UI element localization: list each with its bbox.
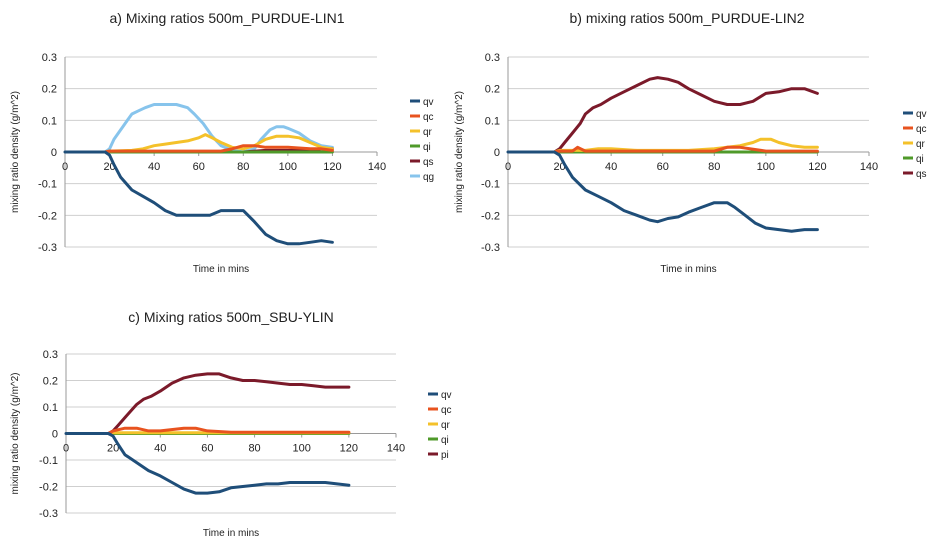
x-tick-label: 140: [368, 161, 386, 173]
y-tick-label: -0.3: [38, 242, 57, 254]
series-line-qc: [103, 144, 334, 154]
legend-label-qi: qi: [441, 435, 449, 446]
y-tick-label: 0.2: [42, 84, 57, 96]
legend-label-qi: qi: [423, 142, 431, 153]
chart-legend: qv qc qr qi qs: [903, 109, 927, 180]
chart-legend: qv qc qr qi qs qg: [410, 97, 434, 183]
y-tick-label: -0.2: [38, 210, 57, 222]
legend-label-qc: qc: [423, 112, 434, 123]
x-tick-label: 100: [279, 161, 297, 173]
y-tick-label: 0.1: [43, 402, 58, 414]
legend-label-qv: qv: [916, 109, 927, 120]
y-tick-label: -0.3: [481, 242, 500, 254]
x-tick-label: 0: [505, 161, 511, 173]
x-axis-label: Time in mins: [193, 264, 249, 275]
y-tick-label: 0: [52, 429, 58, 441]
series-line-qv: [63, 150, 334, 246]
legend-label-qg: qg: [423, 172, 434, 183]
x-tick-label: 60: [193, 161, 205, 173]
x-tick-label: 100: [293, 443, 311, 455]
y-tick-label: 0: [51, 147, 57, 159]
legend-label-qv: qv: [441, 390, 452, 401]
x-axis-label: Time in mins: [660, 264, 716, 275]
y-axis-label: mixing ratio density (g/m^2): [454, 91, 465, 213]
y-tick-label: -0.3: [39, 508, 58, 520]
chart-panel-2: b) mixing ratios 500m_PURDUE-LIN2 -0.3 -0.…: [454, 10, 927, 275]
x-tick-label: 40: [605, 161, 617, 173]
legend-label-qr: qr: [441, 420, 451, 431]
legend-label-qr: qr: [916, 139, 926, 150]
chart-panel-1: a) Mixing ratios 500m_PURDUE-LIN1 -0.3 -0.…: [10, 10, 434, 275]
x-axis-label: Time in mins: [203, 528, 259, 539]
x-tick-label: 20: [107, 443, 119, 455]
chart-panel-3: c) Mixing ratios 500m_SBU-YLIN -0.3 -0.2 -0…: [10, 309, 452, 539]
y-tick-label: 0.3: [42, 52, 57, 64]
x-tick-label: 40: [148, 161, 160, 173]
x-tick-label: 80: [237, 161, 249, 173]
y-tick-label: 0.1: [42, 115, 57, 127]
legend-label-pi: pi: [441, 450, 449, 461]
x-tick-label: 60: [657, 161, 669, 173]
y-tick-label: 0.1: [485, 115, 500, 127]
x-tick-label: 0: [62, 161, 68, 173]
legend-label-qi: qi: [916, 154, 924, 165]
x-tick-label: 140: [387, 443, 405, 455]
series-line-pi: [106, 372, 351, 435]
series-line-qv: [506, 150, 819, 233]
series-line-qc: [106, 426, 351, 435]
chart-legend: qv qc qr qi pi: [428, 390, 452, 461]
y-tick-label: 0: [494, 147, 500, 159]
x-tick-label: 120: [323, 161, 341, 173]
legend-label-qs: qs: [916, 169, 927, 180]
x-tick-label: 120: [340, 443, 358, 455]
legend-label-qc: qc: [441, 405, 452, 416]
x-tick-label: 40: [154, 443, 166, 455]
x-tick-label: 80: [248, 443, 260, 455]
chart-title: c) Mixing ratios 500m_SBU-YLIN: [128, 309, 333, 325]
y-tick-label: -0.1: [39, 455, 58, 467]
x-tick-label: 140: [860, 161, 878, 173]
chart-title: a) Mixing ratios 500m_PURDUE-LIN1: [110, 10, 345, 26]
x-tick-label: 0: [63, 443, 69, 455]
series-line-qr: [552, 137, 819, 154]
y-tick-label: 0.3: [43, 349, 58, 361]
y-axis-label: mixing ratio density (g/m^2): [10, 373, 21, 495]
legend-label-qr: qr: [423, 127, 433, 138]
series-line-qc: [552, 145, 819, 154]
legend-label-qs: qs: [423, 157, 434, 168]
chart-title: b) mixing ratios 500m_PURDUE-LIN2: [570, 10, 805, 26]
series-line-qr: [103, 133, 334, 154]
series-line-qg: [103, 103, 334, 154]
y-tick-label: -0.1: [481, 179, 500, 191]
legend-label-qc: qc: [916, 124, 927, 135]
x-tick-label: 60: [201, 443, 213, 455]
y-tick-label: -0.2: [481, 210, 500, 222]
series-line-qv: [64, 432, 351, 495]
legend-label-qv: qv: [423, 97, 434, 108]
y-tick-label: 0.3: [485, 52, 500, 64]
y-tick-label: -0.1: [38, 179, 57, 191]
x-tick-label: 120: [808, 161, 826, 173]
y-tick-label: 0.2: [43, 376, 58, 388]
x-tick-label: 100: [757, 161, 775, 173]
y-tick-label: 0.2: [485, 84, 500, 96]
y-axis-label: mixing ratio density (g/m^2): [10, 91, 21, 213]
x-tick-label: 80: [708, 161, 720, 173]
y-tick-label: -0.2: [39, 482, 58, 494]
series-line-qs: [552, 76, 819, 154]
